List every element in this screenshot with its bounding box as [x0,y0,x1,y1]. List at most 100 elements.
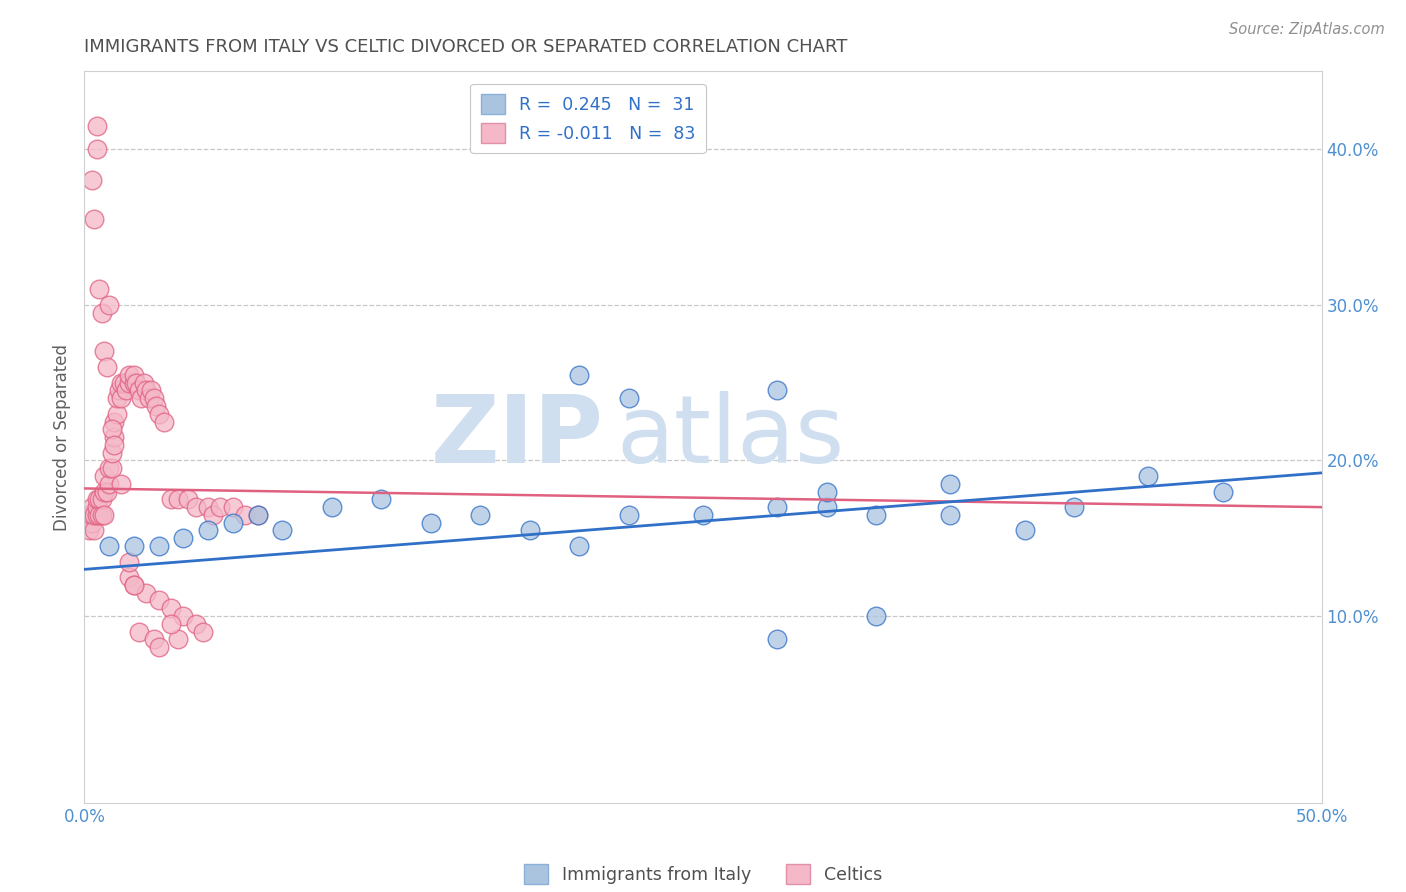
Point [98,298,121,312]
Point [110,376,132,390]
Point [370,492,392,507]
Point [115,384,138,398]
Point [167,632,190,647]
Point [865,508,887,522]
Point [122,578,145,592]
Point [96,484,118,499]
Point [118,368,141,382]
Point [167,492,190,507]
Point [96,359,118,374]
Point [197,524,219,538]
Point [100,461,122,475]
Point [98,539,121,553]
Point [141,384,163,398]
Text: Source: ZipAtlas.com: Source: ZipAtlas.com [1229,22,1385,37]
Point [939,476,962,491]
Point [83,524,105,538]
Point [122,376,145,390]
Point [100,422,122,436]
Point [246,508,269,522]
Point [172,609,194,624]
Point [191,624,214,639]
Point [148,539,170,553]
Point [160,601,183,615]
Point [202,508,225,522]
Point [184,500,207,515]
Point [160,616,183,631]
Point [766,384,789,398]
Point [89,282,111,296]
Point [90,508,112,522]
Point [93,508,115,522]
Text: IMMIGRANTS FROM ITALY VS CELTIC DIVORCED OR SEPARATED CORRELATION CHART: IMMIGRANTS FROM ITALY VS CELTIC DIVORCED… [84,38,848,56]
Point [246,508,269,522]
Point [1063,500,1085,515]
Text: ZIP: ZIP [432,391,605,483]
Point [98,461,121,475]
Point [142,391,165,405]
Point [89,508,111,522]
Point [86,500,108,515]
Point [79,524,101,538]
Point [138,391,160,405]
Point [103,430,125,444]
Text: atlas: atlas [616,391,845,483]
Point [93,469,115,483]
Point [419,516,441,530]
Point [110,391,132,405]
Point [128,624,150,639]
Point [148,593,170,607]
Point [692,508,714,522]
Point [321,500,343,515]
Point [184,616,207,631]
Point [815,484,838,499]
Point [865,609,887,624]
Point [172,531,194,545]
Point [177,492,200,507]
Point [128,384,150,398]
Y-axis label: Divorced or Separated: Divorced or Separated [53,343,72,531]
Point [118,570,141,584]
Point [86,142,108,156]
Point [118,376,141,390]
Point [80,500,103,515]
Point [766,632,789,647]
Point [103,438,125,452]
Point [122,539,145,553]
Point [148,640,170,655]
Point [122,368,145,382]
Point [222,516,245,530]
Point [125,376,148,390]
Point [83,508,105,522]
Point [80,173,103,187]
Point [815,500,838,515]
Point [617,391,640,405]
Point [108,384,131,398]
Point [89,492,111,507]
Point [83,212,105,227]
Point [103,415,125,429]
Point [233,508,256,522]
Point [222,500,245,515]
Point [118,555,141,569]
Point [152,415,174,429]
Point [90,492,112,507]
Point [271,524,294,538]
Point [1212,484,1234,499]
Point [129,391,152,405]
Point [568,368,591,382]
Point [86,492,108,507]
Point [617,508,640,522]
Point [112,376,135,390]
Point [86,508,108,522]
Point [122,578,145,592]
Point [160,492,183,507]
Point [519,524,541,538]
Point [93,344,115,359]
Point [142,632,165,647]
Point [80,508,103,522]
Point [568,539,591,553]
Point [105,391,128,405]
Point [145,399,167,413]
Point [105,407,128,421]
